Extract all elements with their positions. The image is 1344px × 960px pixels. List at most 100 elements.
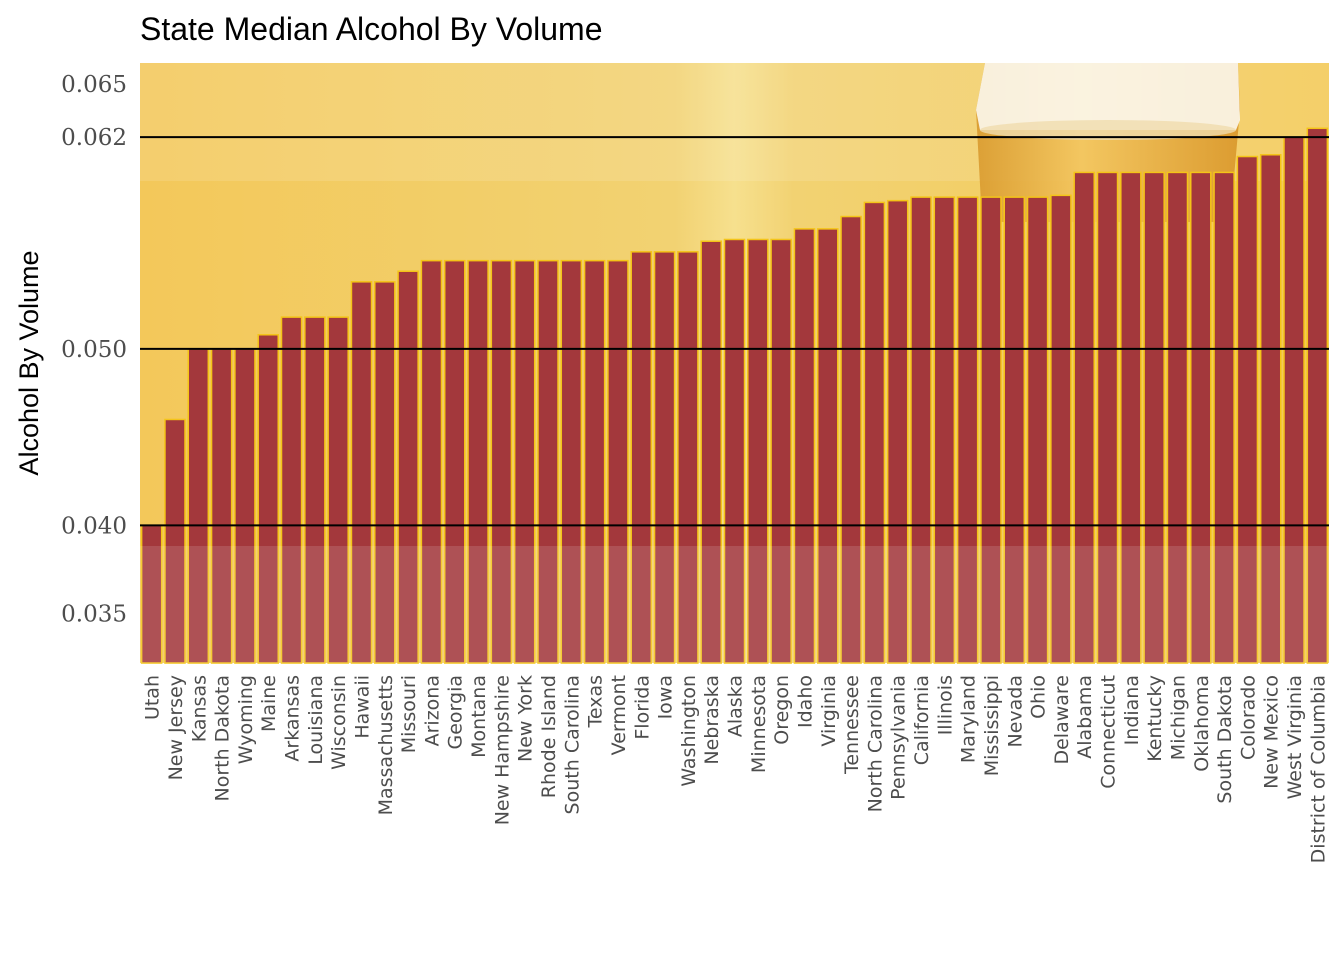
bar-south-carolina — [560, 259, 583, 664]
y-tick-label: 0.040 — [61, 513, 127, 539]
x-tick-label: Delaware — [1051, 675, 1073, 765]
x-tick-label: Missouri — [398, 675, 420, 753]
x-tick-label: Florida — [631, 675, 653, 740]
bar-oklahoma — [1190, 171, 1212, 664]
y-tick-label: 0.050 — [61, 337, 127, 363]
bar-idaho — [793, 228, 816, 664]
x-tick-label: New York — [515, 675, 537, 762]
x-tick-label: Kentucky — [1144, 675, 1166, 762]
x-axis-ticks: Utah New Jersey Kansas North Dakota Wyoming M… — [142, 675, 1330, 863]
bar-massachusetts — [374, 281, 396, 664]
bar-north-carolina — [863, 201, 886, 664]
x-tick-label: Wisconsin — [328, 675, 350, 770]
bar-vermont — [607, 259, 629, 664]
x-tick-label: Illinois — [934, 675, 956, 735]
x-tick-label: Georgia — [445, 675, 467, 750]
x-tick-label: Tennessee — [841, 675, 863, 775]
bar-alaska — [723, 238, 746, 664]
bar-alabama — [1073, 171, 1095, 664]
x-tick-label: District of Columbia — [1307, 675, 1329, 863]
x-tick-label: Kansas — [188, 675, 210, 742]
beer-glass-illustration — [976, 63, 1240, 222]
x-tick-label: Alaska — [725, 675, 747, 737]
bar-indiana — [1120, 171, 1142, 664]
x-tick-label: Rhode Island — [538, 675, 560, 798]
bar-georgia — [443, 259, 466, 664]
x-tick-label: Arizona — [421, 675, 443, 746]
bar-illinois — [933, 196, 956, 664]
x-tick-label: Iowa — [655, 675, 677, 719]
bar-hawaii — [350, 281, 373, 664]
bar-new-jersey — [164, 418, 186, 664]
y-tick-label: 0.062 — [61, 125, 127, 151]
bar-nevada — [1003, 196, 1026, 664]
bar-connecticut — [1096, 171, 1119, 664]
x-tick-label: Maine — [258, 675, 280, 732]
bar-california — [910, 196, 932, 664]
x-tick-label: Arkansas — [282, 675, 304, 762]
x-tick-label: Colorado — [1237, 675, 1259, 760]
x-tick-label: South Carolina — [561, 675, 583, 814]
bar-pennsylvania — [886, 199, 909, 664]
x-tick-label: North Carolina — [864, 675, 886, 812]
x-tick-label: Michigan — [1167, 675, 1189, 760]
bar-new-york — [513, 259, 536, 664]
x-tick-label: Maryland — [958, 675, 980, 763]
bar-mississippi — [980, 196, 1002, 664]
x-tick-label: Nebraska — [701, 675, 723, 765]
x-tick-label: Montana — [468, 675, 490, 758]
chart-title: State Median Alcohol By Volume — [140, 11, 603, 47]
x-tick-label: Ohio — [1028, 675, 1050, 719]
x-tick-label: Washington — [678, 675, 700, 787]
x-tick-label: South Dakota — [1214, 675, 1236, 804]
x-tick-label: Connecticut — [1098, 675, 1120, 789]
x-tick-label: Alabama — [1074, 675, 1096, 759]
x-tick-label: Oregon — [771, 675, 793, 745]
bar-arizona — [420, 259, 443, 664]
bar-kentucky — [1143, 171, 1165, 664]
x-tick-label: Louisiana — [305, 675, 327, 765]
x-tick-label: North Dakota — [212, 675, 234, 802]
x-tick-label: Massachusetts — [375, 675, 397, 815]
bar-new-hampshire — [490, 259, 513, 664]
y-axis-label: Alcohol By Volume — [14, 250, 44, 475]
bar-maine — [257, 334, 280, 664]
bar-south-dakota — [1213, 171, 1235, 664]
y-tick-label: 0.065 — [61, 72, 127, 98]
bar-delaware — [1050, 194, 1072, 664]
x-tick-label: Mississippi — [981, 675, 1003, 776]
bar-michigan — [1166, 171, 1189, 664]
x-tick-label: New Mexico — [1261, 675, 1283, 789]
bar-arkansas — [280, 316, 303, 664]
bar-colorado — [1236, 155, 1259, 664]
bar-missouri — [397, 270, 419, 664]
x-tick-label: West Virginia — [1284, 675, 1306, 799]
x-tick-label: Virginia — [818, 675, 840, 747]
bar-oregon — [770, 238, 792, 664]
bar-nebraska — [700, 240, 722, 664]
x-tick-label: Nevada — [1004, 675, 1026, 748]
x-tick-label: Wyoming — [235, 675, 257, 764]
bar-texas — [583, 259, 606, 664]
x-tick-label: Vermont — [608, 675, 630, 755]
y-tick-label: 0.035 — [61, 602, 127, 628]
x-tick-label: Indiana — [1121, 675, 1143, 745]
x-tick-label: Utah — [142, 675, 164, 720]
bar-montana — [467, 259, 489, 664]
bar-rhode-island — [537, 259, 559, 664]
bar-tennessee — [840, 215, 862, 664]
bars-layer — [140, 127, 1329, 664]
x-tick-label: Oklahoma — [1191, 675, 1213, 772]
x-tick-label: Texas — [585, 675, 607, 729]
reference-lines — [140, 136, 1329, 527]
bar-new-mexico — [1259, 154, 1282, 664]
bar-florida — [630, 251, 653, 664]
y-axis-ticks: 0.035 0.040 0.050 0.062 0.065 — [61, 72, 127, 627]
x-tick-label: New Hampshire — [491, 675, 513, 825]
x-tick-label: New Jersey — [165, 675, 187, 780]
lower-overlay — [140, 546, 1329, 663]
bar-virginia — [816, 228, 839, 664]
bar-minnesota — [747, 238, 769, 664]
